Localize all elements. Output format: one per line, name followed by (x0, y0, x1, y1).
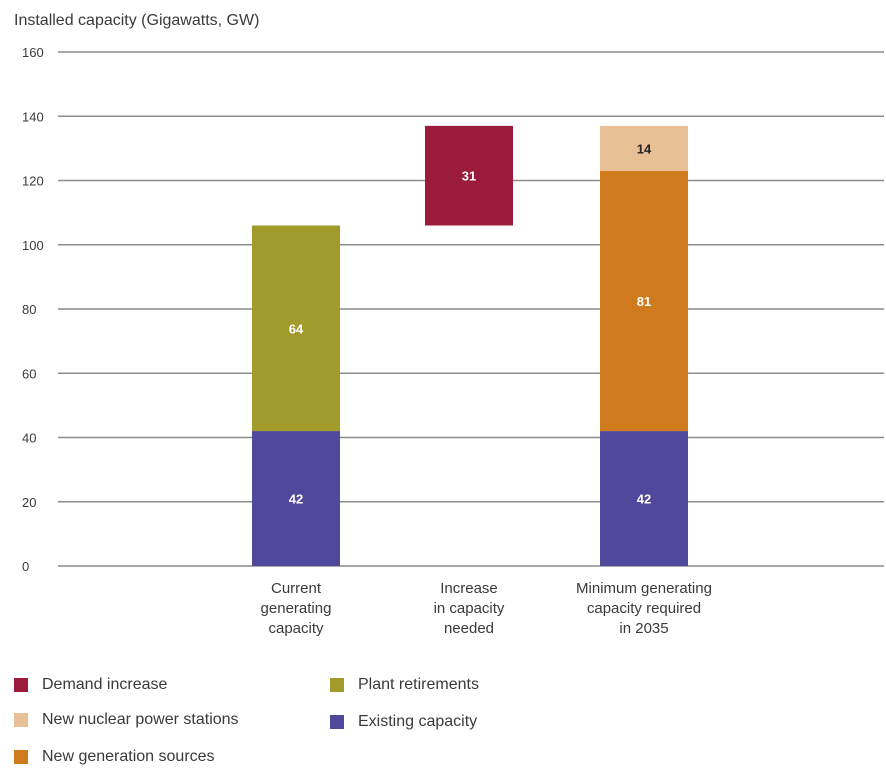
y-tick-label: 160 (22, 45, 44, 60)
data-label: 31 (462, 169, 476, 184)
legend-item-existing-capacity: Existing capacity (330, 713, 477, 731)
y-tick-label: 20 (22, 495, 36, 510)
gridlines (58, 51, 884, 567)
x-tick-label: Current (271, 580, 322, 597)
y-tick-label: 140 (22, 109, 44, 124)
data-label: 81 (637, 294, 651, 309)
legend-item-demand-increase: Demand increase (14, 676, 167, 694)
legend-label: Demand increase (42, 676, 168, 693)
y-tick-label: 60 (22, 366, 36, 381)
chart: Installed capacity (Gigawatts, GW) 0 20 40… (14, 12, 884, 637)
legend: Demand increase New nuclear power statio… (14, 676, 574, 766)
data-label: 42 (637, 492, 651, 507)
bar-segment (252, 225, 340, 432)
y-tick-label: 100 (22, 238, 44, 253)
bar-segment (252, 431, 340, 566)
bar-segment (425, 125, 513, 226)
legend-label: New generation sources (42, 748, 215, 765)
x-tick-label: capacity (268, 620, 324, 637)
x-tick-label: needed (444, 620, 494, 637)
bar-segment (600, 125, 688, 171)
x-tick-labels: Current generating capacity Increase in capa… (261, 580, 712, 637)
y-axis-title: Installed capacity (Gigawatts, GW) (14, 12, 259, 29)
bar-segment (600, 431, 688, 566)
y-tick-label: 0 (22, 559, 29, 574)
legend-swatch (14, 750, 28, 764)
data-label: 42 (289, 492, 303, 507)
bars: 42 64 31 42 81 14 (252, 125, 688, 566)
x-tick-label: capacity required (587, 600, 701, 617)
x-tick-label: Minimum generating (576, 580, 712, 597)
legend-swatch (330, 715, 344, 729)
legend-label: New nuclear power stations (42, 711, 239, 728)
y-tick-labels: 0 20 40 60 80 100 120 140 160 (22, 45, 44, 574)
legend-item-new-generation: New generation sources (14, 748, 215, 766)
legend-swatch (14, 678, 28, 692)
bar-segment (600, 170, 688, 432)
legend-label: Existing capacity (358, 713, 478, 730)
data-label: 14 (637, 141, 652, 156)
legend-item-new-nuclear: New nuclear power stations (14, 711, 239, 729)
y-tick-label: 120 (22, 174, 44, 189)
x-tick-label: generating (261, 600, 332, 617)
legend-swatch (330, 678, 344, 692)
x-tick-label: Increase (440, 580, 498, 597)
x-tick-label: in capacity (434, 600, 505, 617)
x-tick-label: in 2035 (619, 620, 668, 637)
legend-label: Plant retirements (358, 676, 479, 693)
y-tick-label: 40 (22, 431, 36, 446)
data-label: 64 (289, 321, 304, 336)
y-tick-label: 80 (22, 302, 36, 317)
legend-item-plant-retirements: Plant retirements (330, 676, 479, 694)
legend-swatch (14, 713, 28, 727)
